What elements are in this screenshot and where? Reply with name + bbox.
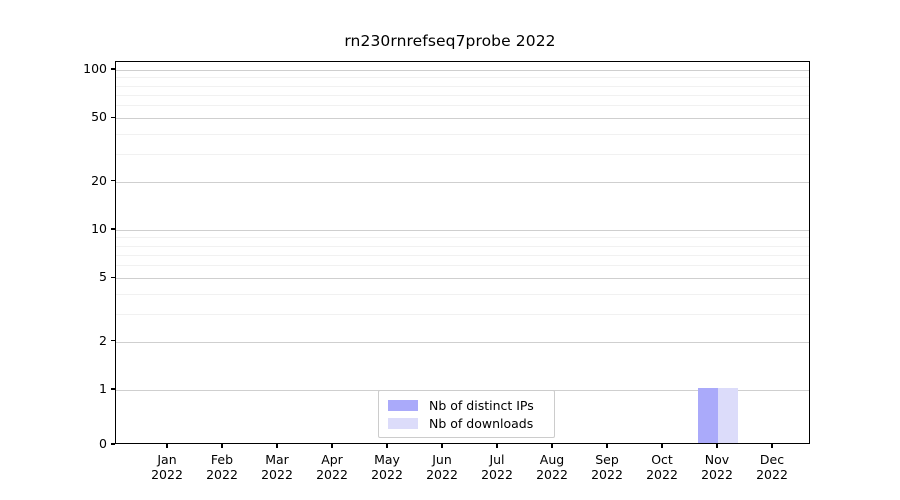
- legend-swatch-downloads: [388, 417, 418, 429]
- x-tick-label-year: 2022: [316, 467, 348, 482]
- x-tick-label-month: Aug: [539, 452, 565, 467]
- y-tick-mark: [111, 276, 115, 278]
- x-tick-label-month: Feb: [210, 452, 234, 467]
- y-axis-tick-labels: 0 1 2 5 10 20 50 100: [57, 0, 107, 500]
- y-tick-label: 100: [83, 61, 107, 76]
- gridline-minor: [116, 85, 809, 87]
- x-tick-mark: [276, 444, 278, 448]
- gridline-major: [116, 278, 809, 280]
- gridline-major: [116, 118, 809, 120]
- bar-downloads: [718, 388, 738, 443]
- x-tick-label: May 2022: [347, 452, 427, 482]
- x-tick-label-year: 2022: [426, 467, 458, 482]
- x-tick-mark: [386, 444, 388, 448]
- x-tick-label: Jan 2022: [127, 452, 207, 482]
- x-tick-label: Nov 2022: [677, 452, 757, 482]
- x-tick-label: Oct 2022: [622, 452, 702, 482]
- gridline-major: [116, 70, 809, 71]
- x-tick-label: Apr 2022: [292, 452, 372, 482]
- y-tick-mark: [111, 116, 115, 118]
- chart-title: rn230rnrefseq7probe 2022: [344, 32, 556, 50]
- gridline-minor: [116, 254, 809, 256]
- legend-label-downloads: Nb of downloads: [429, 415, 534, 431]
- y-tick-mark: [111, 388, 115, 390]
- plot-area: [115, 61, 810, 444]
- gridline-major: [116, 341, 809, 343]
- x-tick-label: Aug 2022: [512, 452, 592, 482]
- x-tick-mark: [551, 444, 553, 448]
- gridline-minor: [116, 77, 809, 79]
- x-tick-mark: [331, 444, 333, 448]
- x-tick-label: Mar 2022: [237, 452, 317, 482]
- x-tick-mark: [166, 444, 168, 448]
- legend-item[interactable]: Nb of downloads: [388, 414, 546, 432]
- x-tick-label: Sep 2022: [567, 452, 647, 482]
- x-tick-label-year: 2022: [646, 467, 678, 482]
- y-tick-mark: [111, 228, 115, 230]
- x-tick-label-month: May: [374, 452, 400, 467]
- gridline-minor: [116, 245, 809, 247]
- gridline-major: [116, 181, 809, 183]
- x-tick-label-month: Sep: [595, 452, 619, 467]
- x-tick-label-year: 2022: [371, 467, 403, 482]
- gridline-minor: [116, 293, 809, 295]
- y-tick-label: 1: [99, 381, 107, 396]
- x-tick-label-month: Dec: [759, 452, 785, 467]
- x-tick-mark: [606, 444, 608, 448]
- x-tick-label: Jun 2022: [402, 452, 482, 482]
- x-tick-label-year: 2022: [756, 467, 788, 482]
- y-tick-label: 2: [99, 332, 107, 348]
- x-tick-label: Dec 2022: [732, 452, 812, 482]
- gridline-minor: [116, 105, 809, 107]
- x-tick-label-year: 2022: [536, 467, 568, 482]
- x-tick-mark: [496, 444, 498, 448]
- gridline-minor: [116, 94, 809, 96]
- x-tick-label-month: Mar: [265, 452, 289, 467]
- x-tick-label-month: Apr: [321, 452, 343, 467]
- x-tick-label-month: Oct: [651, 452, 673, 467]
- y-tick-label: 10: [91, 221, 107, 236]
- legend-item[interactable]: Nb of distinct IPs: [388, 396, 546, 414]
- gridline-major: [116, 230, 809, 231]
- y-tick-mark: [111, 68, 115, 70]
- y-tick-label: 0: [99, 436, 107, 451]
- gridline-minor: [116, 153, 809, 155]
- y-tick-mark: [111, 180, 115, 182]
- legend-swatch-distinct-ips: [388, 399, 418, 411]
- y-tick-label: 5: [99, 269, 107, 285]
- x-tick-label-month: Jun: [432, 452, 452, 467]
- chart-legend: Nb of distinct IPs Nb of downloads: [378, 390, 555, 438]
- x-tick-mark: [441, 444, 443, 448]
- y-tick-mark: [111, 443, 115, 445]
- y-tick-label: 50: [91, 109, 107, 125]
- x-tick-label-year: 2022: [261, 467, 293, 482]
- bar-distinct-ips: [698, 388, 718, 443]
- gridline-minor: [116, 237, 809, 239]
- x-tick-mark: [771, 444, 773, 448]
- x-tick-mark: [716, 444, 718, 448]
- x-tick-label: Jul 2022: [457, 452, 537, 482]
- x-tick-label-year: 2022: [151, 467, 183, 482]
- gridline-minor: [116, 265, 809, 267]
- y-tick-label: 20: [91, 172, 107, 188]
- x-tick-label-year: 2022: [206, 467, 238, 482]
- gridline-minor: [116, 133, 809, 135]
- x-tick-label-year: 2022: [591, 467, 623, 482]
- x-tick-label: Feb 2022: [182, 452, 262, 482]
- x-tick-label-year: 2022: [481, 467, 513, 482]
- legend-label-distinct-ips: Nb of distinct IPs: [429, 397, 534, 413]
- gridline-minor: [116, 313, 809, 315]
- x-tick-label-month: Nov: [704, 452, 730, 467]
- x-tick-mark: [661, 444, 663, 448]
- x-tick-label-month: Jan: [157, 452, 177, 467]
- x-tick-mark: [221, 444, 223, 448]
- x-tick-label-month: Jul: [489, 452, 505, 467]
- y-tick-mark: [111, 340, 115, 342]
- x-tick-label-year: 2022: [701, 467, 733, 482]
